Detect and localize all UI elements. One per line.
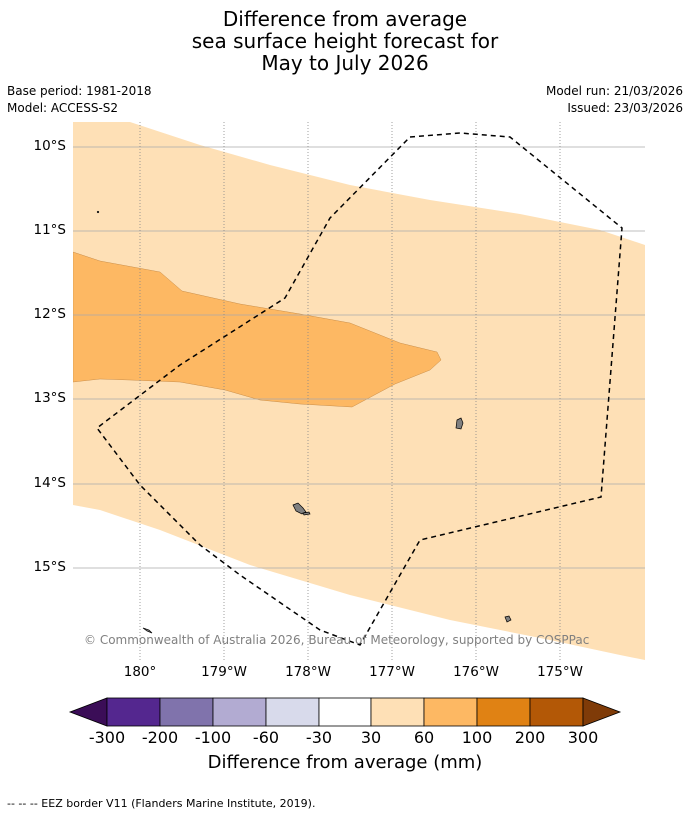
longitude-gridlines (139, 122, 561, 662)
issued-date: Issued: 23/03/2026 (567, 101, 683, 115)
metadata-left: Base period: 1981-2018 Model: ACCESS-S2 (7, 83, 152, 117)
colorbar-label: 60 (413, 728, 435, 747)
colorbar-label: 300 (567, 728, 599, 747)
lat-label-13s: 13°S (33, 390, 67, 406)
lon-label-175w: 175°W (537, 664, 583, 680)
colorbar (68, 697, 622, 727)
colorbar-bin-5 (318, 697, 372, 727)
lon-label-179w: 179°W (201, 664, 247, 680)
title-line-1: Difference from average (222, 7, 468, 31)
lat-label-12s: 12°S (33, 306, 67, 322)
eez-footnote: -- -- -- EEZ border V11 (Flanders Marine… (7, 797, 316, 810)
colorbar-bin-7 (423, 697, 478, 727)
latitude-gridlines (73, 146, 645, 569)
colorbar-label: -30 (305, 728, 333, 747)
map-area (73, 122, 645, 662)
lat-label-10s: 10°S (33, 138, 67, 154)
island-south-east (504, 615, 512, 623)
copyright-notice: © Commonwealth of Australia 2026, Bureau… (84, 633, 590, 647)
anomaly-region-60-100 (73, 251, 442, 408)
island-south-west (292, 502, 307, 515)
colorbar-label: 100 (461, 728, 493, 747)
metadata-right: Model run: 21/03/2026 Issued: 23/03/2026 (546, 83, 683, 117)
title-line-3: May to July 2026 (261, 51, 429, 75)
model-run-date: Model run: 21/03/2026 (545, 84, 683, 98)
island-north-east (455, 417, 464, 430)
colorbar-bin-6 (370, 697, 425, 727)
colorbar-label: -60 (252, 728, 280, 747)
colorbar-label: -200 (141, 728, 179, 747)
colorbar-bin-above-max (582, 697, 622, 727)
colorbar-label: 30 (360, 728, 382, 747)
lon-label-180: 180° (123, 664, 157, 680)
colorbar-bin-below-min (68, 697, 108, 727)
lat-label-14s: 14°S (33, 475, 67, 491)
lat-label-11s: 11°S (33, 222, 67, 238)
lon-label-178w: 178°W (285, 664, 331, 680)
colorbar-bin-9 (529, 697, 584, 727)
colorbar-bin-1 (106, 697, 161, 727)
island-south-west-small (302, 511, 311, 516)
colorbar-label: 200 (514, 728, 546, 747)
title-line-2: sea surface height forecast for (191, 29, 499, 53)
base-period: Base period: 1981-2018 (7, 84, 152, 98)
lat-label-15s: 15°S (33, 559, 67, 575)
islands (96, 210, 512, 634)
island-bottom-left (142, 627, 153, 634)
colorbar-bin-8 (476, 697, 531, 727)
lon-label-176w: 176°W (453, 664, 499, 680)
eez-border (95, 132, 623, 646)
model-name: Model: ACCESS-S2 (7, 101, 119, 115)
colorbar-label: -100 (194, 728, 232, 747)
lon-label-177w: 177°W (369, 664, 415, 680)
islet-north-west (96, 210, 100, 214)
colorbar-bin-3 (212, 697, 267, 727)
colorbar-bin-4 (265, 697, 320, 727)
colorbar-bin-2 (159, 697, 214, 727)
colorbar-label: -300 (88, 728, 126, 747)
chart-title: Difference from average sea surface heig… (0, 8, 690, 74)
colorbar-title: Difference from average (mm) (207, 752, 483, 773)
